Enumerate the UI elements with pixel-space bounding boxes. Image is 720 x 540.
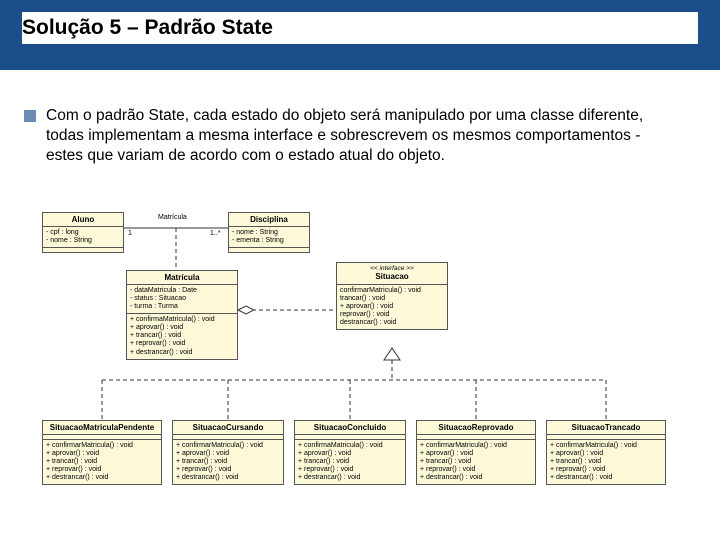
- interface-situacao: << interface >> Situacao confirmarMatric…: [336, 262, 448, 330]
- class-name: SituacaoMatriculaPendente: [43, 421, 161, 435]
- mult-right: 1..*: [210, 230, 221, 237]
- bullet-item: Com o padrão State, cada estado do objet…: [24, 106, 680, 165]
- class-name: SituacaoCursando: [173, 421, 283, 435]
- class-ops: + confirmarMatricula() : void + aprovar(…: [173, 440, 283, 484]
- class-ops: + confirmarMatricula() : void + aprovar(…: [43, 440, 161, 484]
- class-ops: + confirmarMatricula() : void + aprovar(…: [547, 440, 665, 484]
- class-name: Disciplina: [229, 213, 309, 227]
- class-trancado: SituacaoTrancado + confirmarMatricula() …: [546, 420, 666, 485]
- class-name: Matrícula: [127, 271, 237, 285]
- bullet-marker-icon: [24, 110, 36, 122]
- class-name: Aluno: [43, 213, 123, 227]
- bullet-text: Com o padrão State, cada estado do objet…: [46, 106, 680, 165]
- class-name: << interface >> Situacao: [337, 263, 447, 285]
- class-ops: + confirmarMatricula() : void + aprovar(…: [417, 440, 535, 484]
- class-ops: + confirmaMatricula() : void + aprovar()…: [295, 440, 405, 484]
- class-reprovado: SituacaoReprovado + confirmarMatricula()…: [416, 420, 536, 485]
- class-matricula: Matrícula - dataMatricula : Date - statu…: [126, 270, 238, 360]
- class-ops: confirmarMatricula() : void trancar() : …: [337, 285, 447, 329]
- class-name: SituacaoReprovado: [417, 421, 535, 435]
- class-cursando: SituacaoCursando + confirmarMatricula() …: [172, 420, 284, 485]
- class-attrs: - cpf : long - nome : String: [43, 227, 123, 248]
- slide-header: Solução 5 – Padrão State: [0, 0, 720, 70]
- uml-diagram: Matrícula 1 1..* Aluno - cpf : long - no…: [42, 210, 678, 510]
- bullet-block: Com o padrão State, cada estado do objet…: [24, 106, 680, 165]
- class-name: SituacaoConcluido: [295, 421, 405, 435]
- class-concluido: SituacaoConcluido + confirmaMatricula() …: [294, 420, 406, 485]
- class-ops-empty: [43, 248, 123, 252]
- assoc-label: Matrícula: [158, 214, 187, 221]
- class-aluno: Aluno - cpf : long - nome : String: [42, 212, 124, 253]
- class-name: SituacaoTrancado: [547, 421, 665, 435]
- class-pendente: SituacaoMatriculaPendente + confirmarMat…: [42, 420, 162, 485]
- class-ops-empty: [229, 248, 309, 252]
- class-disciplina: Disciplina - nome : String - ementa : St…: [228, 212, 310, 253]
- class-attrs: - dataMatricula : Date - status : Situac…: [127, 285, 237, 314]
- mult-left: 1: [128, 230, 132, 237]
- class-attrs: - nome : String - ementa : String: [229, 227, 309, 248]
- class-ops: + confirmaMatricula() : void + aprovar()…: [127, 314, 237, 358]
- slide-title: Solução 5 – Padrão State: [22, 12, 698, 44]
